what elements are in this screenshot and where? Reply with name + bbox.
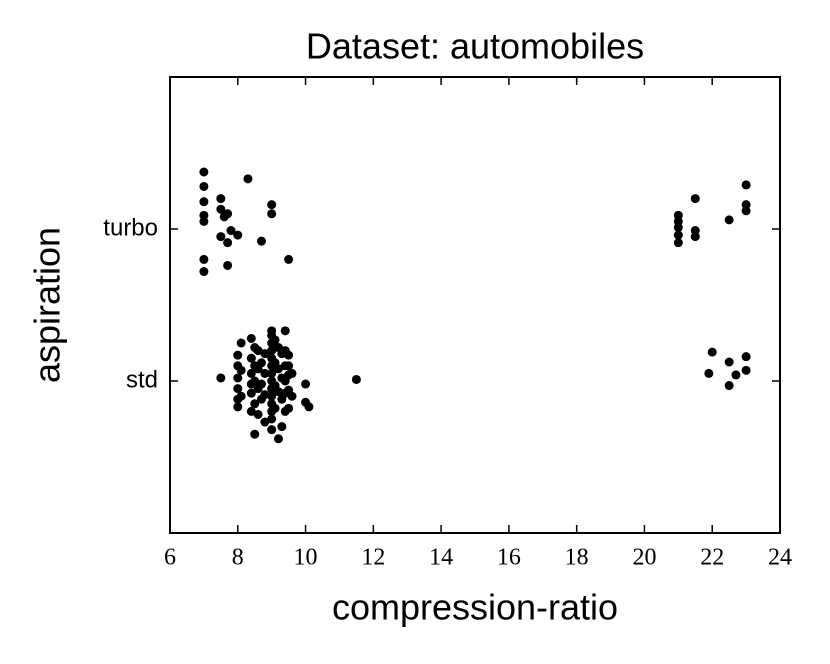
x-tick-label: 18 (565, 545, 589, 571)
x-axis-label: compression-ratio (332, 587, 618, 628)
point (199, 216, 209, 226)
point (741, 352, 751, 362)
point (199, 181, 209, 191)
point (284, 254, 294, 264)
point (284, 350, 294, 360)
point (267, 368, 277, 378)
x-tick-label: 12 (361, 545, 385, 571)
point (233, 350, 243, 360)
point (690, 194, 700, 204)
point (304, 402, 314, 412)
x-tick-label: 6 (164, 545, 176, 571)
point (257, 236, 266, 246)
point (246, 406, 256, 416)
point (236, 338, 246, 348)
point (741, 206, 751, 216)
point (257, 379, 266, 389)
point (233, 230, 243, 240)
point (233, 402, 243, 412)
x-tick-label: 20 (632, 545, 656, 571)
x-tick-label: 14 (429, 545, 453, 571)
point (731, 370, 741, 380)
chart-title: Dataset: automobiles (306, 26, 644, 67)
point (287, 368, 297, 378)
point (250, 429, 260, 439)
point (351, 374, 361, 384)
y-axis-label: aspiration (27, 227, 68, 383)
point (216, 232, 226, 242)
x-tick-label: 8 (232, 545, 244, 571)
point (284, 403, 294, 413)
point (267, 414, 277, 424)
x-tick-label: 24 (768, 545, 792, 571)
point (707, 347, 717, 357)
point (267, 200, 277, 210)
point (199, 197, 209, 207)
point (257, 358, 266, 368)
y-tick-label: turbo (103, 214, 158, 241)
point (690, 232, 700, 242)
point (273, 364, 283, 374)
point (199, 267, 209, 277)
point (673, 222, 683, 232)
point (250, 399, 260, 409)
point (219, 212, 229, 222)
point (260, 390, 270, 400)
point (260, 417, 270, 427)
point (741, 365, 751, 375)
point (270, 403, 280, 413)
point (253, 346, 263, 356)
point (246, 333, 256, 343)
point (233, 384, 243, 394)
point (246, 388, 256, 398)
point (260, 368, 270, 378)
point (267, 391, 277, 401)
point (704, 368, 714, 378)
point (273, 434, 283, 444)
point (724, 215, 734, 225)
point (243, 174, 253, 184)
point (280, 326, 290, 336)
point (267, 346, 277, 356)
point (724, 357, 734, 367)
point (267, 425, 277, 435)
x-tick-label: 10 (294, 545, 318, 571)
x-tick-label: 16 (497, 545, 521, 571)
point (267, 209, 277, 219)
point (199, 167, 209, 177)
point (216, 373, 226, 383)
point (246, 368, 256, 378)
point (287, 391, 297, 401)
point (673, 238, 683, 248)
point (216, 204, 226, 214)
plot-frame (169, 76, 781, 534)
point (741, 180, 751, 190)
y-tick-label: std (126, 366, 158, 393)
point (226, 226, 236, 236)
point (223, 238, 233, 248)
x-tick-label: 22 (700, 545, 724, 571)
point (223, 260, 233, 270)
point (284, 361, 294, 371)
point (233, 373, 243, 383)
point (270, 335, 280, 345)
point (199, 254, 209, 264)
point (250, 376, 260, 386)
point (236, 365, 246, 375)
point (673, 230, 683, 240)
point (246, 353, 256, 363)
point (236, 391, 246, 401)
point (301, 379, 311, 389)
point (260, 349, 270, 359)
point (273, 387, 283, 397)
point (253, 409, 263, 419)
point (277, 422, 287, 432)
point (216, 194, 226, 204)
point (724, 381, 734, 391)
